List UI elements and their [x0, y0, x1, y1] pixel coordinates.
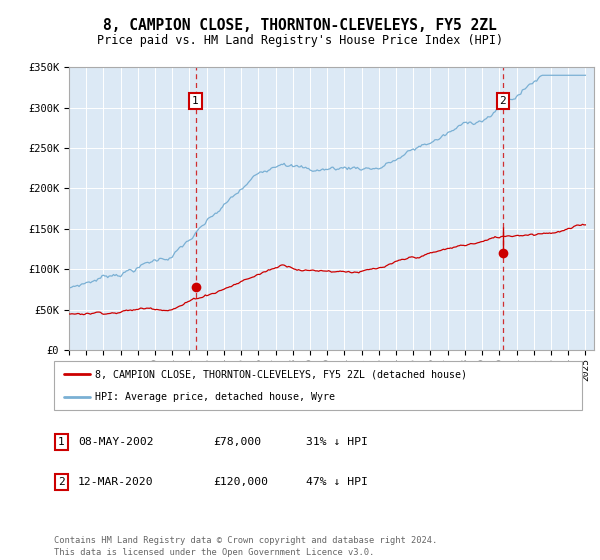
- Text: Contains HM Land Registry data © Crown copyright and database right 2024.
This d: Contains HM Land Registry data © Crown c…: [54, 536, 437, 557]
- Text: 2: 2: [58, 477, 65, 487]
- Text: 47% ↓ HPI: 47% ↓ HPI: [306, 477, 368, 487]
- Text: 31% ↓ HPI: 31% ↓ HPI: [306, 437, 368, 447]
- Text: 08-MAY-2002: 08-MAY-2002: [78, 437, 154, 447]
- Text: HPI: Average price, detached house, Wyre: HPI: Average price, detached house, Wyre: [95, 392, 335, 402]
- Text: 1: 1: [192, 96, 199, 106]
- Text: 8, CAMPION CLOSE, THORNTON-CLEVELEYS, FY5 2ZL (detached house): 8, CAMPION CLOSE, THORNTON-CLEVELEYS, FY…: [95, 370, 467, 380]
- Text: 2: 2: [499, 96, 506, 106]
- Text: 12-MAR-2020: 12-MAR-2020: [78, 477, 154, 487]
- Text: £78,000: £78,000: [213, 437, 261, 447]
- Text: £120,000: £120,000: [213, 477, 268, 487]
- Text: 1: 1: [58, 437, 65, 447]
- Text: Price paid vs. HM Land Registry's House Price Index (HPI): Price paid vs. HM Land Registry's House …: [97, 34, 503, 47]
- Text: 8, CAMPION CLOSE, THORNTON-CLEVELEYS, FY5 2ZL: 8, CAMPION CLOSE, THORNTON-CLEVELEYS, FY…: [103, 18, 497, 32]
